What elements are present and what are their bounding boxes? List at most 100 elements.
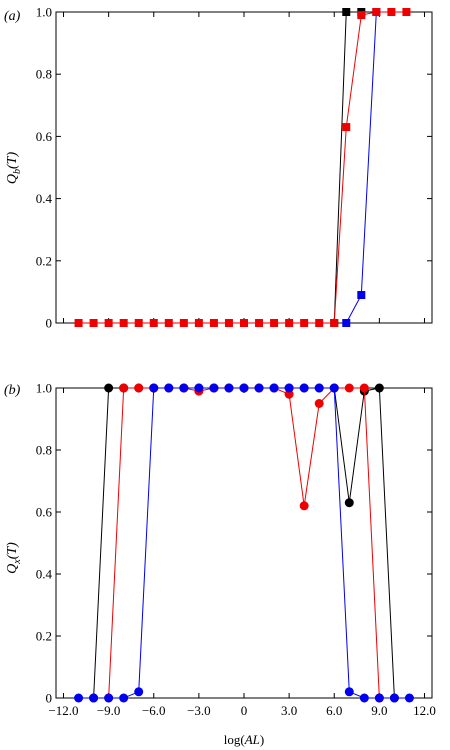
panel-a-point bbox=[104, 319, 113, 327]
panel-a: (a) Qb(T) 0 0.2 0.4 0.6 0.8 1.0 bbox=[4, 5, 433, 331]
panel-b-point bbox=[269, 383, 279, 393]
panel-b-ytick-label: 0.8 bbox=[36, 443, 52, 458]
panel-b-xtick-label: 12.0 bbox=[413, 703, 436, 718]
panel-b-ytick-label: 0.2 bbox=[36, 629, 52, 644]
panel-b-series-line bbox=[78, 387, 410, 699]
panel-a-point bbox=[330, 319, 339, 327]
panel-a-ylabel: Qb(T) bbox=[5, 152, 23, 185]
panel-b-point bbox=[329, 383, 339, 393]
panel-a-point bbox=[119, 319, 128, 327]
panel-b-point bbox=[194, 383, 204, 393]
panel-b-xlabel-pre: log( bbox=[224, 732, 245, 747]
panel-b-point bbox=[224, 383, 234, 393]
panel-a-label: (a) bbox=[4, 9, 21, 24]
panel-b-point bbox=[104, 383, 114, 393]
panel-b-series-line bbox=[93, 387, 395, 699]
panel-a-point bbox=[164, 319, 173, 327]
panel-a-ytick-label: 0.4 bbox=[36, 191, 53, 206]
panel-a-point bbox=[300, 319, 309, 327]
panel-b-point bbox=[209, 383, 219, 393]
panel-b-ytick-label: 1.0 bbox=[36, 381, 52, 396]
panel-b-point bbox=[299, 383, 309, 393]
panel-a-ylabel-tail: (T) bbox=[5, 152, 20, 169]
panel-b-point bbox=[179, 383, 189, 393]
panel-a-point bbox=[342, 123, 351, 132]
panel-a-point bbox=[342, 319, 351, 327]
panel-a-point bbox=[387, 8, 396, 16]
panel-a-point bbox=[270, 319, 279, 327]
panel-b-point bbox=[389, 693, 399, 703]
panel-a-point bbox=[255, 319, 264, 327]
panel-b-point bbox=[314, 399, 324, 408]
panel-a-point bbox=[74, 319, 83, 327]
panel-a-ylabel-sub: b bbox=[12, 169, 23, 174]
panel-b-point bbox=[314, 383, 324, 393]
panel-b-point bbox=[344, 687, 354, 697]
panel-b-point bbox=[404, 693, 414, 703]
panel-a-point bbox=[149, 319, 158, 327]
panel-b-series-line bbox=[108, 387, 380, 699]
panel-a-point bbox=[357, 291, 366, 300]
panel-a-point bbox=[240, 319, 248, 327]
panel-a-ytick-label: 1.0 bbox=[36, 5, 52, 20]
panel-b: (b) Qx(T) log(AL) 0 0.2 0.4 0.6 0.8 1.0 −12.0 −… bbox=[4, 381, 436, 748]
panel-b-point bbox=[149, 383, 159, 393]
panel-b-point bbox=[119, 383, 129, 393]
panel-b-point bbox=[104, 693, 114, 703]
panel-a-ytick-label: 0.2 bbox=[36, 253, 52, 268]
panel-b-plot-frame bbox=[55, 387, 433, 699]
panel-b-point bbox=[374, 383, 384, 393]
panel-a-point bbox=[89, 319, 98, 327]
panel-a-series-1 bbox=[342, 8, 381, 327]
panel-a-point bbox=[342, 8, 351, 16]
panel-b-series-0 bbox=[89, 383, 399, 703]
panel-a-point bbox=[209, 319, 218, 327]
panel-b-xtick-label: 6.0 bbox=[326, 703, 342, 718]
panel-a-series-line bbox=[78, 11, 407, 324]
panel-b-xtick-label: −12.0 bbox=[48, 703, 78, 718]
panel-a-series-2 bbox=[74, 8, 411, 327]
panel-b-ylabel-tail: (T) bbox=[5, 542, 20, 559]
panel-b-series-2 bbox=[74, 383, 414, 703]
panel-b-point bbox=[74, 693, 84, 703]
panel-b-xtick-label: 3.0 bbox=[281, 703, 297, 718]
panel-b-ytick-label: 0.6 bbox=[36, 505, 53, 520]
panel-a-ylabel-main: Q bbox=[5, 174, 20, 184]
panel-b-point bbox=[134, 383, 144, 393]
panel-a-point bbox=[194, 319, 203, 327]
panel-b-xtick-label: 9.0 bbox=[371, 703, 387, 718]
panel-b-ylabel-sub: x bbox=[12, 559, 23, 565]
panel-b-point bbox=[344, 383, 354, 393]
panel-b-point bbox=[359, 693, 369, 703]
panel-a-series-line bbox=[345, 11, 377, 324]
panel-b-point bbox=[119, 693, 129, 703]
panel-a-point bbox=[179, 319, 188, 327]
panel-b-point bbox=[254, 383, 264, 393]
panel-b-point bbox=[89, 693, 99, 703]
panel-a-point bbox=[315, 319, 324, 327]
panel-b-ytick-label: 0 bbox=[46, 691, 53, 706]
panel-a-point bbox=[285, 319, 294, 327]
panel-b-xlabel-post: ) bbox=[260, 732, 264, 747]
panel-a-point bbox=[134, 319, 143, 327]
panel-a-series-0 bbox=[330, 8, 366, 327]
panel-b-xlabel-it: AL bbox=[244, 732, 260, 747]
panel-a-series-line bbox=[333, 11, 362, 324]
panel-a-point bbox=[224, 319, 233, 327]
panel-b-ytick-label: 0.4 bbox=[36, 567, 53, 582]
panel-a-point bbox=[402, 8, 411, 16]
panel-b-xtick-label: 0 bbox=[241, 703, 248, 718]
panel-b-point bbox=[359, 383, 369, 393]
panel-b-ylabel: Qx(T) bbox=[5, 542, 23, 574]
panel-a-ytick-label: 0.8 bbox=[36, 67, 52, 82]
panel-b-point bbox=[284, 383, 294, 393]
panel-b-xtick-label: −3.0 bbox=[187, 703, 211, 718]
panel-b-point bbox=[284, 389, 294, 399]
panel-b-point bbox=[299, 501, 309, 511]
panel-b-xtick-label: −6.0 bbox=[142, 703, 166, 718]
panel-b-label: (b) bbox=[4, 383, 21, 398]
panel-a-ytick-label: 0.6 bbox=[36, 129, 53, 144]
panel-a-plot-frame bbox=[55, 11, 433, 324]
panel-b-point bbox=[164, 383, 174, 393]
